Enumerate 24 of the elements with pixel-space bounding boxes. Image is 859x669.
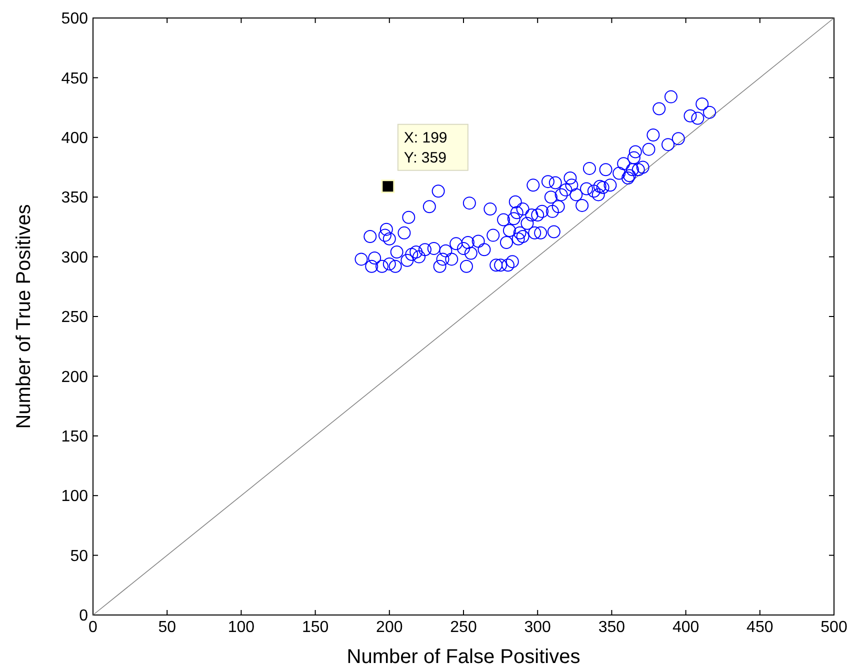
x-tick-label: 50 <box>158 619 176 636</box>
y-tick-label: 150 <box>61 428 88 446</box>
x-tick-label: 300 <box>524 619 552 636</box>
x-tick-label: 500 <box>820 619 848 636</box>
y-axis-title: Number of True Positives <box>13 204 35 429</box>
y-tick-label: 300 <box>61 249 88 266</box>
y-tick-label: 350 <box>61 190 88 207</box>
x-tick-label: 100 <box>228 619 255 636</box>
y-tick-label: 0 <box>79 608 88 625</box>
x-tick-label: 200 <box>376 619 403 636</box>
y-tick-label: 50 <box>70 548 88 565</box>
y-tick-label: 500 <box>61 10 88 28</box>
y-tick-label: 400 <box>61 130 88 147</box>
annotation: X: 199 Y: 359 <box>404 129 448 166</box>
x-tick-label: 400 <box>672 619 700 636</box>
y-tick-label: 200 <box>61 368 88 386</box>
y-tick-label: 100 <box>61 488 88 506</box>
y-tick-label: 450 <box>61 70 88 88</box>
x-tick-label: 150 <box>302 619 329 636</box>
x-axis-title: Number of False Positives <box>346 646 580 668</box>
y-tick-label: 250 <box>61 309 88 326</box>
x-tick-label: 450 <box>746 619 774 636</box>
x-tick-label: 350 <box>598 619 626 636</box>
x-tick-label: 250 <box>450 619 477 636</box>
